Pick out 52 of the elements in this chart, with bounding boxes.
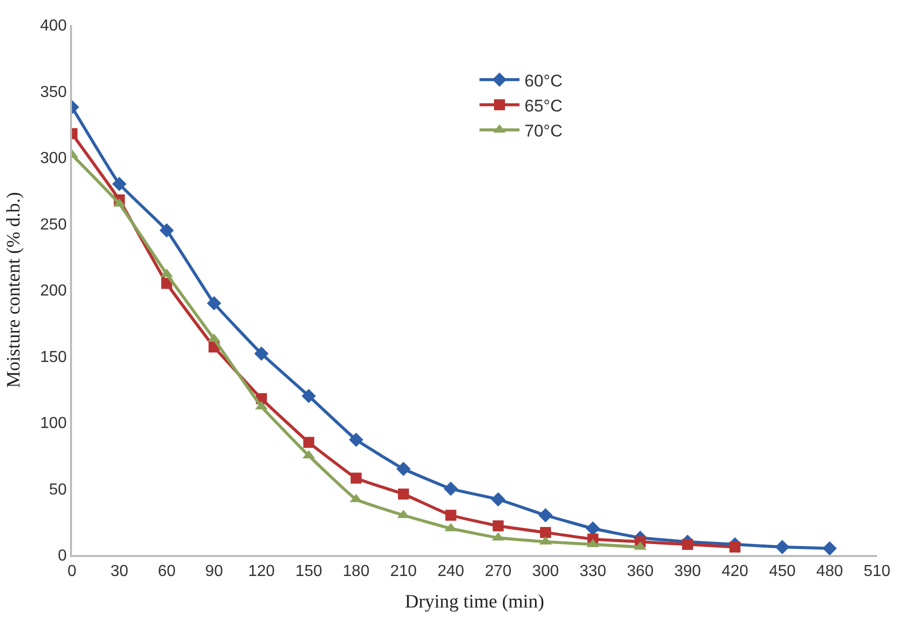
x-tick-label: 390 — [674, 563, 702, 580]
x-tick-label: 330 — [580, 563, 606, 580]
point — [682, 538, 694, 550]
point — [822, 541, 837, 555]
y-tick-label: 350 — [40, 84, 67, 101]
x-tick-label: 180 — [342, 563, 370, 580]
y-tick-label: 250 — [40, 216, 67, 234]
x-tick-label: 270 — [484, 563, 512, 580]
x-tick-label: 240 — [437, 563, 464, 580]
x-tick-label: 150 — [295, 563, 322, 580]
point — [348, 432, 364, 447]
point — [302, 388, 316, 404]
x-tick-label: 450 — [768, 563, 796, 580]
x-tick-label: 210 — [390, 563, 417, 580]
point — [775, 540, 790, 554]
x-tick-label: 420 — [722, 563, 748, 580]
point — [444, 482, 458, 496]
legend-label: 60°C — [524, 71, 562, 90]
y-tick-label: 100 — [40, 415, 67, 432]
point — [396, 462, 411, 476]
x-tick-label: 360 — [626, 563, 654, 580]
y-tick-label: 200 — [40, 282, 67, 300]
point — [112, 176, 126, 192]
y-axis-title: Moisture content (% d.b.) — [3, 192, 24, 388]
point — [540, 526, 552, 538]
point — [586, 521, 600, 536]
point — [445, 510, 456, 521]
point — [254, 346, 269, 361]
point — [491, 492, 506, 506]
x-tick-label: 510 — [864, 563, 890, 580]
y-tick-label: 400 — [40, 18, 67, 35]
x-tick-label: 30 — [110, 563, 128, 580]
x-tick-label: 90 — [205, 563, 224, 580]
legend-label: 70°C — [524, 121, 562, 140]
x-tick-label: 480 — [816, 563, 844, 580]
x-tick-label: 60 — [158, 563, 176, 580]
x-axis-title: Drying time (min) — [404, 592, 544, 612]
point — [160, 223, 174, 238]
point — [303, 436, 314, 448]
point — [492, 520, 504, 532]
x-tick-label: 120 — [248, 563, 275, 580]
point — [729, 542, 740, 553]
y-tick-label: 150 — [40, 348, 67, 366]
y-tick-label: 300 — [40, 150, 67, 168]
y-tick-label: 50 — [49, 481, 67, 498]
y-tick-label: 0 — [58, 548, 67, 565]
point — [398, 488, 409, 500]
x-tick-label: 300 — [532, 563, 559, 580]
point — [350, 472, 362, 484]
point — [538, 508, 553, 522]
legend-label: 65°C — [524, 96, 562, 116]
point — [206, 296, 222, 310]
